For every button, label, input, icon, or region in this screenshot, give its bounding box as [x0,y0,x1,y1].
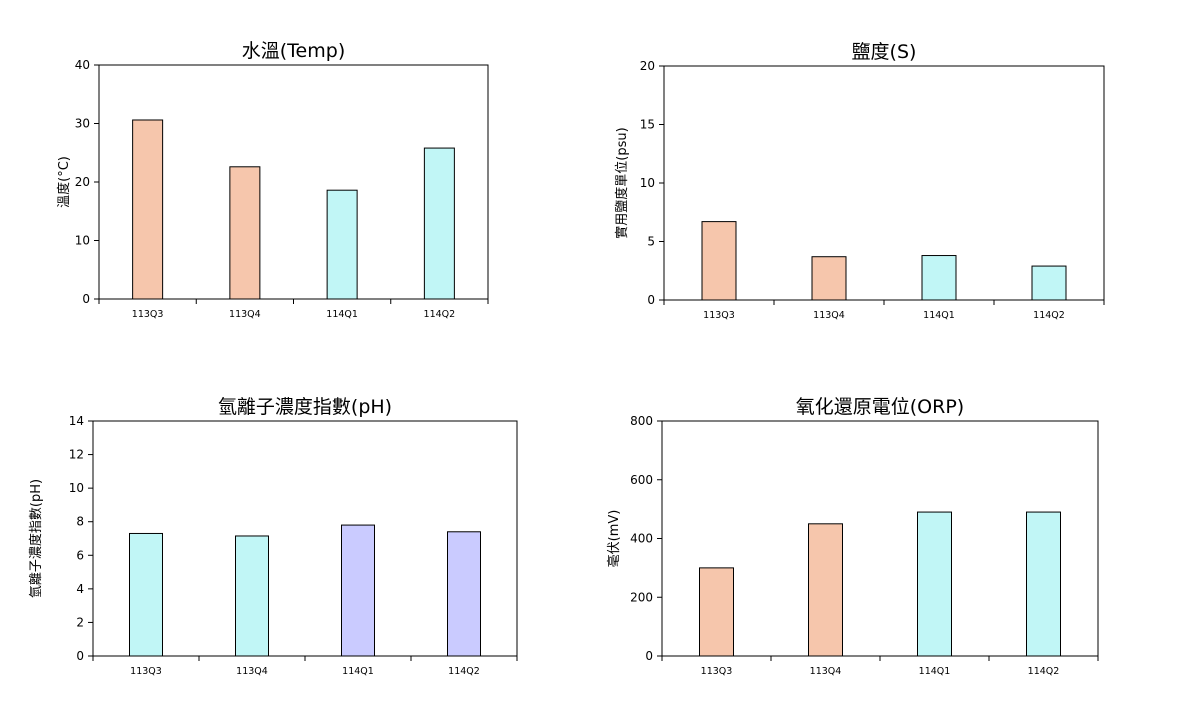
y-tick-label: 0 [645,649,653,663]
y-tick-label: 2 [76,615,84,629]
chart-title: 鹽度(S) [852,41,917,63]
x-tick-label: 113Q3 [130,666,162,677]
x-tick-label: 114Q2 [1033,310,1065,321]
y-tick-label: 14 [69,414,84,428]
y-tick-label: 20 [75,175,90,189]
x-tick-label: 114Q2 [1028,666,1060,677]
x-tick-label: 113Q3 [703,310,735,321]
y-tick-label: 0 [647,293,655,307]
y-axis-label: 氫離子濃度指數(pH) [28,479,44,598]
bar-113Q3 [699,567,734,657]
chart-3: 氫離子濃度指數(pH) 氫離子濃度指數(pH) 0 2 4 6 8 10 12 14 113Q3 11… [28,396,518,677]
y-tick-label: 12 [69,448,84,462]
y-axis-label: 溫度(°C) [56,156,72,208]
x-tick-label: 114Q1 [342,666,374,677]
y-tick-label: 10 [640,176,655,190]
bar-113Q4 [229,166,261,300]
y-axis-label: 實用鹽度單位(psu) [614,127,630,238]
chart-title: 氧化還原電位(ORP) [796,396,964,418]
bar-113Q4 [808,523,843,657]
x-tick-label: 114Q2 [448,666,480,677]
bar-114Q2 [447,531,481,657]
chart-4: 氧化還原電位(ORP) 毫伏(mV) 0 200 400 600 800 113Q3 113Q4… [606,396,1099,677]
y-tick-label: 600 [630,473,653,487]
bar-114Q1 [921,255,957,301]
bar-113Q3 [701,221,737,301]
x-tick-label: 113Q3 [132,309,164,320]
y-tick-label: 15 [640,118,655,132]
x-tick-label: 113Q3 [701,666,733,677]
y-tick-label: 8 [76,515,84,529]
bar-113Q4 [235,535,269,657]
y-tick-label: 40 [75,58,90,72]
x-tick-label: 114Q1 [919,666,951,677]
y-tick-label: 0 [82,292,90,306]
x-tick-label: 113Q4 [810,666,842,677]
x-tick-label: 113Q4 [813,310,845,321]
bar-114Q1 [917,511,952,657]
y-tick-label: 5 [647,235,655,249]
x-tick-label: 114Q1 [326,309,358,320]
x-tick-label: 113Q4 [229,309,261,320]
chart-2: 鹽度(S) 實用鹽度單位(psu) 0 5 10 15 20 113Q3 113Q4 114Q1 1… [614,41,1105,321]
bar-113Q3 [132,119,164,300]
bar-114Q1 [341,524,375,657]
y-tick-label: 6 [76,548,84,562]
y-tick-label: 400 [630,532,653,546]
y-tick-label: 20 [640,59,655,73]
bar-114Q2 [423,147,455,300]
bar-114Q1 [326,189,358,300]
x-tick-label: 113Q4 [236,666,268,677]
y-axis-label: 毫伏(mV) [606,510,622,568]
bar-113Q4 [811,256,847,301]
chart-title: 水溫(Temp) [242,40,345,62]
chart-title: 氫離子濃度指數(pH) [218,396,392,418]
x-tick-label: 114Q1 [923,310,955,321]
bar-113Q3 [129,532,163,657]
y-tick-label: 800 [630,414,653,428]
chart-1: 水溫(Temp) 溫度(°C) 0 10 20 30 40 113Q3 113Q4 114Q1 11… [56,40,489,320]
x-tick-label: 114Q2 [424,309,456,320]
y-tick-label: 0 [76,649,84,663]
y-tick-label: 4 [76,582,84,596]
y-tick-label: 10 [69,481,84,495]
bar-114Q2 [1026,511,1061,657]
y-tick-label: 10 [75,234,90,248]
y-tick-label: 200 [630,590,653,604]
bar-114Q2 [1031,265,1067,301]
y-tick-label: 30 [75,117,90,131]
